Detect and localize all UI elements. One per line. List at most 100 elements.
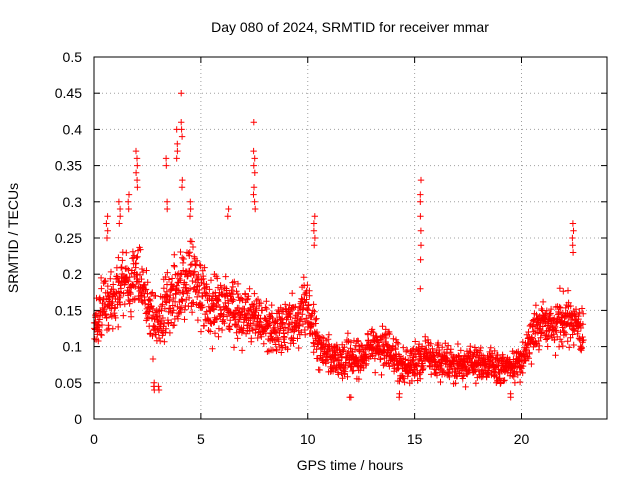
data-point <box>177 248 184 256</box>
data-point <box>159 314 167 322</box>
data-point <box>152 292 159 299</box>
data-point <box>98 321 106 329</box>
data-point <box>215 325 223 332</box>
data-point <box>116 220 123 227</box>
data-point <box>132 169 140 176</box>
x-axis-label: GPS time / hours <box>297 457 404 473</box>
data-point <box>439 344 446 351</box>
data-point <box>300 274 307 281</box>
data-point <box>285 320 292 327</box>
data-point <box>279 320 287 327</box>
data-point <box>133 176 141 184</box>
data-point <box>538 305 545 313</box>
data-point <box>155 386 163 394</box>
data-point <box>223 313 231 320</box>
data-point <box>552 352 559 359</box>
data-point <box>181 306 188 313</box>
data-point <box>188 309 196 316</box>
data-point <box>575 315 582 323</box>
data-point <box>555 308 562 316</box>
data-point <box>277 304 284 311</box>
data-point <box>524 341 531 348</box>
x-tick-label: 10 <box>300 431 316 447</box>
data-point <box>161 338 168 345</box>
data-point <box>212 316 219 323</box>
data-point <box>409 357 417 364</box>
data-point <box>178 90 185 97</box>
data-point <box>194 316 202 324</box>
data-point <box>159 301 166 308</box>
data-point <box>207 328 214 335</box>
data-point <box>125 198 132 205</box>
data-point <box>395 340 402 348</box>
data-point <box>112 314 119 322</box>
data-point <box>545 333 552 340</box>
data-point <box>95 337 102 345</box>
data-point <box>218 326 226 334</box>
data-point <box>234 280 242 288</box>
data-point <box>378 336 385 344</box>
data-point <box>251 169 258 176</box>
data-point <box>386 330 393 338</box>
data-point <box>562 330 570 338</box>
data-point <box>393 339 401 346</box>
data-point <box>382 326 389 333</box>
data-point <box>201 264 208 271</box>
data-point <box>120 290 127 297</box>
data-point <box>103 314 110 322</box>
y-tick-label: 0.1 <box>63 339 83 355</box>
data-point <box>371 355 379 362</box>
y-tick-label: 0 <box>74 411 82 427</box>
data-point <box>355 375 363 383</box>
data-point <box>154 326 161 333</box>
data-point <box>170 307 177 314</box>
data-point <box>162 273 169 281</box>
data-point <box>520 351 527 358</box>
data-point <box>269 346 277 354</box>
data-point <box>187 198 194 205</box>
data-point <box>115 198 123 205</box>
data-points <box>90 90 587 401</box>
data-point <box>347 394 355 401</box>
data-point <box>214 275 221 282</box>
data-point <box>225 300 232 307</box>
data-point <box>460 372 467 379</box>
data-point <box>267 329 274 337</box>
data-point <box>269 314 276 322</box>
data-point <box>284 345 291 353</box>
data-point <box>149 305 156 313</box>
data-point <box>163 198 171 205</box>
data-point <box>136 271 144 279</box>
data-point <box>536 342 543 350</box>
data-point <box>244 295 251 303</box>
data-point <box>310 301 317 308</box>
data-point <box>562 304 569 312</box>
data-point <box>242 330 250 337</box>
data-point <box>296 303 303 310</box>
data-point <box>117 264 125 271</box>
data-point <box>454 340 462 348</box>
data-point <box>447 346 455 353</box>
data-point <box>230 296 237 304</box>
data-point <box>412 338 419 345</box>
data-point <box>532 330 539 337</box>
data-point <box>250 184 258 191</box>
data-point <box>544 320 551 327</box>
data-point <box>576 309 583 316</box>
data-point <box>209 345 216 352</box>
data-point <box>250 319 257 327</box>
data-point <box>580 310 587 317</box>
data-point <box>181 316 188 323</box>
data-point <box>185 294 193 302</box>
data-point <box>109 325 116 332</box>
data-point <box>133 254 140 261</box>
data-point <box>241 305 248 313</box>
data-point <box>340 346 347 354</box>
data-point <box>500 377 507 385</box>
data-point <box>215 297 222 305</box>
data-point <box>372 369 379 376</box>
data-point <box>556 336 564 343</box>
data-point <box>134 162 141 169</box>
data-point <box>217 282 224 289</box>
data-point <box>194 293 201 301</box>
